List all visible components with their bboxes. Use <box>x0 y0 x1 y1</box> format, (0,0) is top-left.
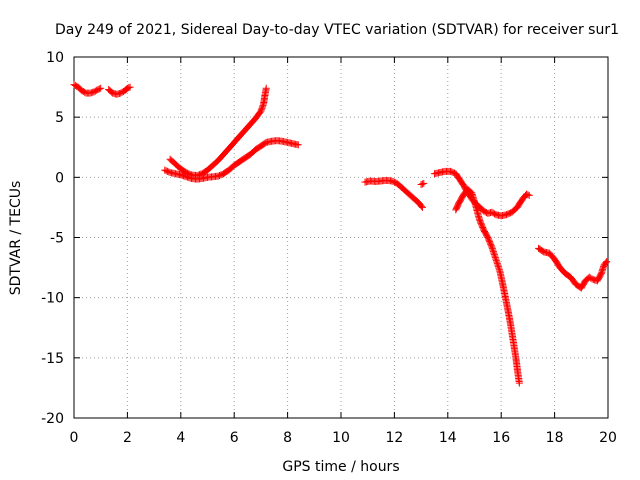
y-axis-ticks: 10 5 0 -5 -10 -15 -20 <box>41 50 608 427</box>
data-point <box>258 104 266 112</box>
y-axis-label: SDTVAR / TECUs <box>8 181 24 296</box>
data-point <box>495 266 503 274</box>
data-point <box>490 251 498 259</box>
data-point <box>487 242 495 250</box>
series-7 <box>430 167 533 220</box>
data-point <box>493 260 501 268</box>
series-9 <box>535 244 611 292</box>
y-tick-label: -10 <box>41 291 64 307</box>
x-tick-label: 8 <box>283 430 292 446</box>
y-tick-label: 0 <box>55 170 64 186</box>
series-2 <box>105 83 134 98</box>
data-point <box>97 84 105 92</box>
series-8 <box>452 185 523 387</box>
data-point <box>95 85 103 93</box>
data-point <box>259 103 267 111</box>
data-point <box>262 84 270 92</box>
data-point <box>491 252 499 260</box>
data-point <box>417 202 425 210</box>
y-tick-label: 5 <box>55 110 64 126</box>
grid-lines <box>74 57 608 418</box>
data-point <box>126 83 134 91</box>
data-point <box>492 255 500 263</box>
y-tick-label: -5 <box>50 231 64 247</box>
data-point <box>489 248 497 256</box>
series-5 <box>361 176 426 211</box>
data-point <box>418 203 426 211</box>
data-point <box>418 180 426 188</box>
x-axis-ticks: 0 2 4 6 8 10 12 14 16 18 20 <box>70 57 617 446</box>
data-point <box>603 258 611 266</box>
data-point <box>492 257 500 265</box>
data-point <box>488 245 496 253</box>
data-point <box>294 141 302 149</box>
data-point <box>490 249 498 257</box>
data-point <box>489 246 497 254</box>
data-point <box>488 243 496 251</box>
data-point <box>494 261 502 269</box>
data-point <box>257 107 265 115</box>
data-series <box>70 81 611 387</box>
data-point <box>125 84 133 92</box>
x-tick-label: 14 <box>439 430 457 446</box>
data-point <box>494 263 502 271</box>
data-point <box>420 179 428 187</box>
x-tick-label: 20 <box>599 430 617 446</box>
x-tick-label: 12 <box>385 430 403 446</box>
x-tick-label: 16 <box>492 430 510 446</box>
data-point <box>602 259 610 267</box>
x-tick-label: 4 <box>176 430 185 446</box>
x-axis-label: GPS time / hours <box>282 459 399 475</box>
data-point <box>493 258 501 266</box>
x-tick-label: 6 <box>230 430 239 446</box>
x-tick-label: 2 <box>123 430 132 446</box>
y-tick-label: -15 <box>41 351 64 367</box>
data-point <box>491 254 499 262</box>
data-point <box>524 191 532 199</box>
series-3 <box>161 137 302 183</box>
series-1 <box>70 81 105 97</box>
series-4 <box>166 84 270 180</box>
data-point <box>259 101 267 109</box>
data-point <box>515 379 523 387</box>
y-tick-label: -20 <box>41 411 64 427</box>
chart-title: Day 249 of 2021, Sidereal Day-to-day VTE… <box>55 22 619 38</box>
data-point <box>525 191 533 199</box>
data-point <box>495 264 503 272</box>
x-tick-label: 10 <box>332 430 350 446</box>
x-tick-label: 0 <box>70 430 79 446</box>
data-point <box>257 106 265 114</box>
series-6 <box>417 179 428 189</box>
y-tick-label: 10 <box>46 50 64 66</box>
x-tick-label: 18 <box>546 430 564 446</box>
